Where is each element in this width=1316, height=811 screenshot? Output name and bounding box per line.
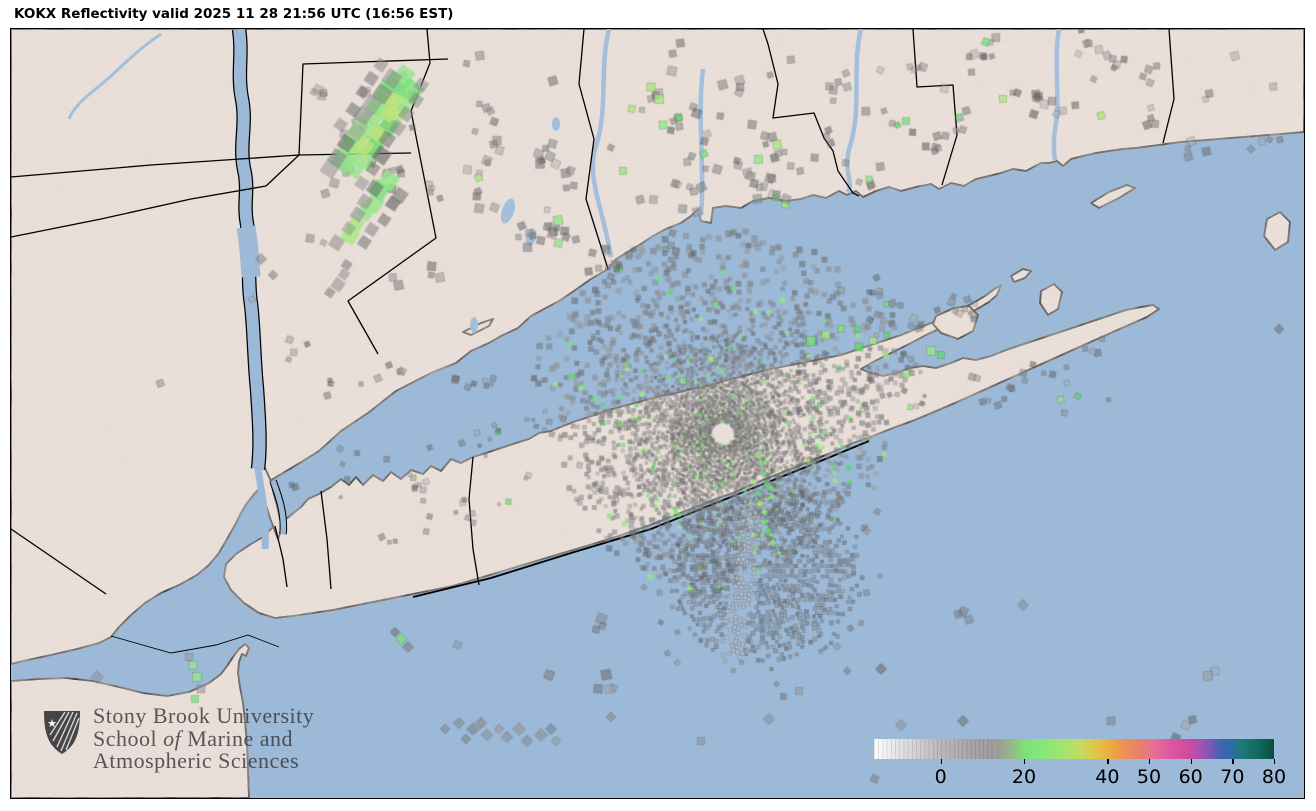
colorbar-tick-mark [1149, 759, 1151, 764]
colorbar-tick-label: 0 [934, 766, 947, 788]
page-title: KOKX Reflectivity valid 2025 11 28 21:56… [14, 6, 454, 22]
colorbar-tick-mark [1274, 759, 1276, 764]
colorbar-stripes [874, 739, 996, 759]
colorbar-tick-label: 40 [1095, 766, 1120, 788]
colorbar-tick-mark [1232, 759, 1234, 764]
colorbar-tick-label: 70 [1220, 766, 1245, 788]
colorbar-tick-label: 20 [1011, 766, 1037, 788]
colorbar-tick-label: 50 [1136, 766, 1162, 788]
colorbar-tick-mark [1107, 759, 1109, 764]
colorbar-tick-mark [1024, 759, 1026, 764]
colorbar-tick-mark [1190, 759, 1193, 764]
radar-clutter-layer [11, 29, 1304, 798]
radar-map: ★ Stony Brook University School of Marin… [10, 28, 1305, 799]
colorbar-tick-label: 60 [1178, 766, 1203, 788]
colorbar-gradient [874, 739, 1274, 759]
reflectivity-colorbar: 0 20 40 50 60 70 80 [874, 739, 1286, 799]
colorbar-tick-mark [940, 759, 943, 764]
colorbar-tick-label: 80 [1261, 766, 1287, 788]
